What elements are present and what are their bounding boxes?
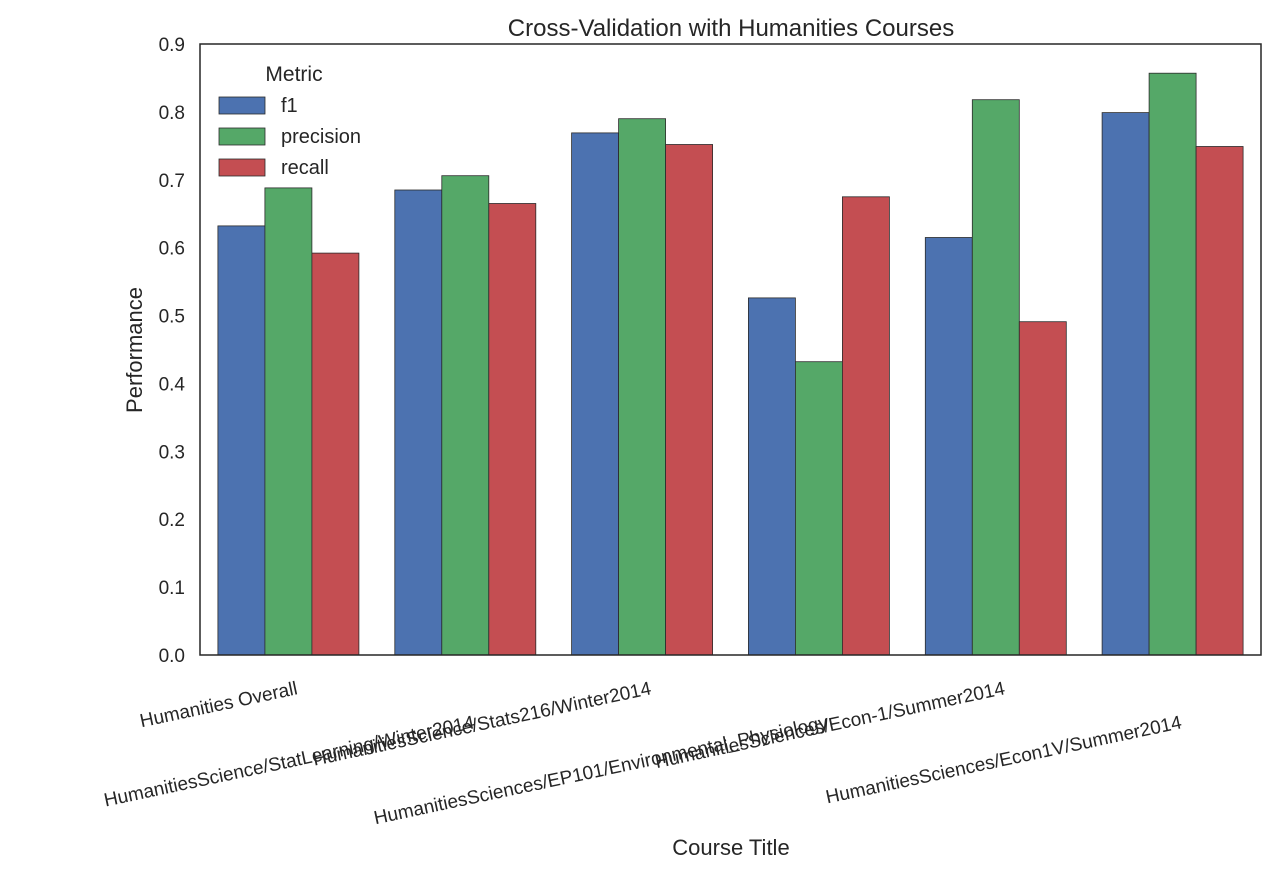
y-tick-label: 0.1 [159, 578, 185, 599]
bar-recall-1 [488, 203, 537, 656]
x-axis-label: Course Title [672, 835, 789, 860]
y-axis-label: Performance [122, 287, 147, 413]
bar-f1-4 [924, 237, 973, 656]
legend-swatch-precision [218, 127, 266, 146]
x-tick-label: HumanitiesSciences/Econ-1/Summer2014 [653, 678, 1007, 773]
legend-title: Metric [265, 63, 322, 86]
bar-recall-5 [1195, 146, 1244, 656]
legend-label-f1: f1 [281, 95, 298, 117]
plot-frame [199, 43, 1262, 656]
x-tick-label: HumanitiesSciences/Econ1V/Summer2014 [824, 712, 1184, 808]
legend-label-recall: recall [281, 157, 329, 179]
bar-precision-4 [971, 99, 1020, 656]
bar-precision-1 [441, 175, 490, 656]
y-tick-label: 0.0 [159, 646, 185, 667]
bar-recall-4 [1018, 321, 1067, 656]
bar-precision-0 [264, 187, 313, 656]
x-tick-label: Humanities Overall [138, 678, 299, 732]
legend-swatch-recall [218, 158, 266, 177]
bar-f1-3 [748, 297, 796, 656]
x-axis-ticks: Humanities OverallHumanitiesScience/Stat… [102, 678, 1184, 829]
y-tick-label: 0.2 [159, 510, 185, 531]
bar-f1-5 [1101, 112, 1150, 656]
bar-precision-5 [1148, 72, 1197, 656]
y-tick-label: 0.8 [159, 103, 185, 124]
y-axis-ticks: 0.0 0.1 0.2 0.3 0.4 0.5 0.6 0.7 0.8 0.9 [159, 35, 186, 667]
bar-f1-0 [217, 225, 266, 656]
bar-f1-1 [394, 189, 443, 656]
y-tick-label: 0.9 [159, 35, 185, 56]
x-tick-label: HumanitiesScience/Stats216/Winter2014 [311, 678, 654, 770]
bar-recall-0 [311, 252, 360, 656]
legend-label-precision: precision [281, 126, 361, 148]
y-tick-label: 0.7 [159, 171, 185, 192]
legend-swatch-f1 [218, 96, 266, 115]
y-tick-label: 0.6 [159, 239, 185, 260]
bar-precision-3 [795, 361, 843, 656]
y-tick-label: 0.3 [159, 442, 185, 463]
bars-group [217, 72, 1244, 656]
bar-f1-2 [571, 132, 619, 656]
y-tick-label: 0.5 [159, 307, 185, 328]
bar-precision-2 [618, 118, 666, 656]
bar-recall-3 [842, 196, 890, 656]
bar-recall-2 [665, 144, 713, 656]
y-tick-label: 0.4 [159, 374, 186, 395]
chart-title: Cross-Validation with Humanities Courses [508, 15, 954, 42]
legend: Metric f1 precision recall [218, 63, 361, 179]
